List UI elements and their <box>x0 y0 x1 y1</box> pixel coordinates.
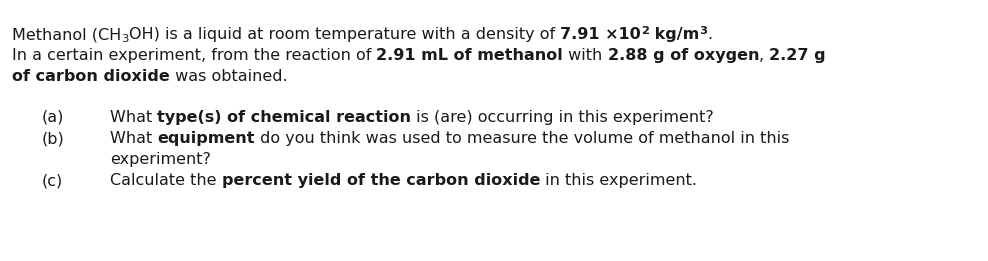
Text: Methanol (CH: Methanol (CH <box>12 27 122 42</box>
Text: 2: 2 <box>640 26 649 35</box>
Text: In a certain experiment, from the reaction of: In a certain experiment, from the reacti… <box>12 48 376 63</box>
Text: was obtained.: was obtained. <box>170 69 288 84</box>
Text: 3: 3 <box>122 34 128 44</box>
Text: in this experiment.: in this experiment. <box>540 173 698 188</box>
Text: of carbon dioxide: of carbon dioxide <box>12 69 170 84</box>
Text: is (are) occurring in this experiment?: is (are) occurring in this experiment? <box>411 110 714 125</box>
Text: ,: , <box>759 48 770 63</box>
Text: (a): (a) <box>42 110 64 125</box>
Text: type(s) of chemical reaction: type(s) of chemical reaction <box>157 110 411 125</box>
Text: OH) is a liquid at room temperature with a density of: OH) is a liquid at room temperature with… <box>128 27 560 42</box>
Text: 3: 3 <box>699 26 706 35</box>
Text: 2.91 mL of methanol: 2.91 mL of methanol <box>376 48 563 63</box>
Text: percent yield of the carbon dioxide: percent yield of the carbon dioxide <box>221 173 540 188</box>
Text: 2.88 g of oxygen: 2.88 g of oxygen <box>608 48 759 63</box>
Text: Calculate the: Calculate the <box>110 173 221 188</box>
Text: What: What <box>110 131 157 146</box>
Text: do you think was used to measure the volume of methanol in this: do you think was used to measure the vol… <box>255 131 789 146</box>
Text: (c): (c) <box>42 173 63 188</box>
Text: (b): (b) <box>42 131 65 146</box>
Text: equipment: equipment <box>157 131 255 146</box>
Text: .: . <box>706 27 712 42</box>
Text: kg/m: kg/m <box>649 27 699 42</box>
Text: 2.27 g: 2.27 g <box>770 48 826 63</box>
Text: with: with <box>563 48 608 63</box>
Text: experiment?: experiment? <box>110 152 210 167</box>
Text: 7.91 ×10: 7.91 ×10 <box>560 27 640 42</box>
Text: What: What <box>110 110 157 125</box>
